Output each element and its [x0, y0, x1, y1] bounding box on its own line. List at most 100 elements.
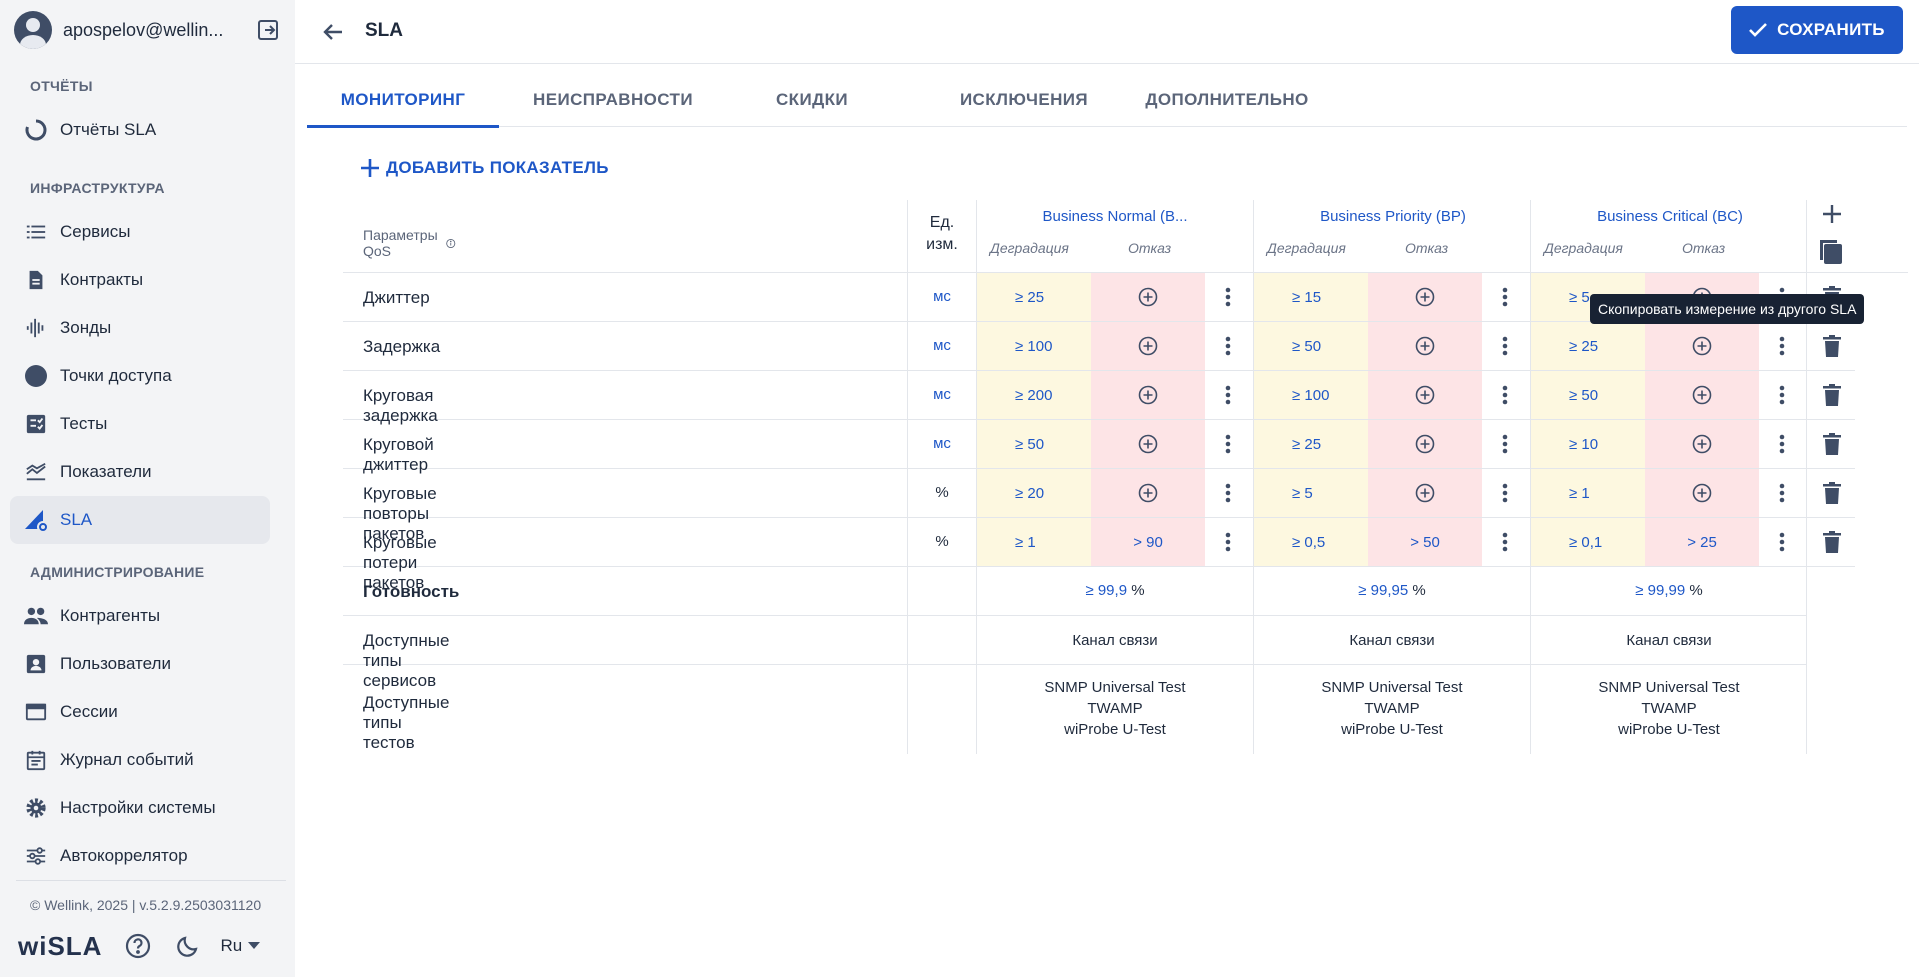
availability-value[interactable]: ≥ 99,99 % [1531, 582, 1807, 599]
degradation-cell[interactable]: ≥ 1 [1531, 469, 1645, 517]
sidebar-item-services[interactable]: Сервисы [10, 208, 270, 256]
failure-cell[interactable] [1645, 322, 1759, 370]
back-button[interactable] [315, 14, 351, 50]
failure-cell[interactable] [1091, 273, 1205, 321]
more-menu-button[interactable] [1216, 371, 1240, 419]
failure-cell[interactable] [1368, 420, 1482, 468]
failure-cell[interactable] [1368, 469, 1482, 517]
sidebar-item-event-log[interactable]: Журнал событий [10, 736, 270, 784]
failure-cell[interactable] [1368, 371, 1482, 419]
failure-cell[interactable] [1091, 371, 1205, 419]
sidebar-item-sla-reports[interactable]: Отчёты SLA [10, 106, 270, 154]
profile-header-bn[interactable]: Business Normal (B... [1042, 208, 1188, 225]
more-menu-button[interactable] [1770, 371, 1794, 419]
tab-faults[interactable]: НЕИСПРАВНОСТИ [513, 72, 713, 127]
nav-section-infrastructure: ИНФРАСТРУКТУРА [30, 180, 165, 196]
degradation-cell[interactable]: ≥ 15 [1254, 273, 1368, 321]
more-menu-button[interactable] [1770, 420, 1794, 468]
save-button[interactable]: СОХРАНИТЬ [1731, 6, 1903, 54]
failure-cell[interactable]: > 50 [1368, 518, 1482, 566]
delete-row-button[interactable] [1818, 322, 1846, 370]
failure-cell[interactable] [1368, 273, 1482, 321]
degradation-cell[interactable]: ≥ 0,1 [1531, 518, 1645, 566]
sidebar-item-autocorrelator[interactable]: Автокоррелятор [10, 832, 270, 880]
add-indicator-button[interactable]: ДОБАВИТЬ ПОКАЗАТЕЛЬ [360, 158, 609, 178]
tab-monitoring[interactable]: МОНИТОРИНГ [307, 72, 499, 128]
degradation-cell[interactable]: ≥ 100 [1254, 371, 1368, 419]
sidebar-item-tests[interactable]: Тесты [10, 400, 270, 448]
copy-measurement-button[interactable] [1818, 238, 1846, 266]
tab-additional[interactable]: ДОПОЛНИТЕЛЬНО [1117, 72, 1337, 127]
degradation-cell[interactable]: ≥ 25 [977, 273, 1091, 321]
failure-cell[interactable] [1645, 469, 1759, 517]
more-menu-button[interactable] [1770, 518, 1794, 566]
more-menu-button[interactable] [1770, 469, 1794, 517]
degradation-cell[interactable]: ≥ 50 [1531, 371, 1645, 419]
more-menu-button[interactable] [1493, 469, 1517, 517]
sidebar-item-probes[interactable]: Зонды [10, 304, 270, 352]
row-unit[interactable]: мс [933, 386, 951, 403]
degradation-cell[interactable]: ≥ 100 [977, 322, 1091, 370]
degradation-cell[interactable]: ≥ 200 [977, 371, 1091, 419]
document-icon [22, 266, 50, 294]
logout-button[interactable] [253, 15, 283, 45]
sidebar-item-system-settings[interactable]: Настройки системы [10, 784, 270, 832]
theme-toggle-button[interactable] [174, 932, 202, 960]
failure-cell[interactable]: > 25 [1645, 518, 1759, 566]
failure-cell[interactable]: > 90 [1091, 518, 1205, 566]
more-menu-button[interactable] [1493, 420, 1517, 468]
failure-cell[interactable] [1645, 371, 1759, 419]
degradation-cell[interactable]: ≥ 5 [1254, 469, 1368, 517]
trash-icon [1823, 482, 1841, 504]
more-menu-button[interactable] [1493, 273, 1517, 321]
availability-value[interactable]: ≥ 99,9 % [977, 582, 1253, 599]
more-menu-button[interactable] [1216, 518, 1240, 566]
degradation-cell[interactable]: ≥ 1 [977, 518, 1091, 566]
tab-discounts[interactable]: СКИДКИ [732, 72, 892, 127]
avatar[interactable] [14, 11, 52, 49]
more-menu-button[interactable] [1216, 273, 1240, 321]
degradation-cell[interactable]: ≥ 25 [1254, 420, 1368, 468]
failure-cell[interactable] [1368, 322, 1482, 370]
failure-cell[interactable] [1091, 322, 1205, 370]
more-menu-button[interactable] [1493, 322, 1517, 370]
degradation-cell[interactable]: ≥ 10 [1531, 420, 1645, 468]
failure-cell[interactable] [1645, 420, 1759, 468]
failure-cell[interactable] [1091, 469, 1205, 517]
info-icon[interactable] [446, 237, 456, 250]
failure-cell[interactable] [1091, 420, 1205, 468]
language-select[interactable]: Ru [220, 936, 261, 956]
sidebar-item-counterparties[interactable]: Контрагенты [10, 592, 270, 640]
sidebar-item-users[interactable]: Пользователи [10, 640, 270, 688]
availability-value[interactable]: ≥ 99,95 % [1254, 582, 1530, 599]
more-menu-button[interactable] [1493, 371, 1517, 419]
row-unit[interactable]: мс [933, 435, 951, 452]
add-profile-button[interactable] [1820, 202, 1844, 226]
sidebar-item-sla[interactable]: SLA [10, 496, 270, 544]
sidebar-item-indicators[interactable]: Показатели [10, 448, 270, 496]
profile-header-bc[interactable]: Business Critical (BC) [1597, 208, 1743, 225]
row-unit[interactable]: мс [933, 337, 951, 354]
tab-exceptions[interactable]: ИСКЛЮЧЕНИЯ [924, 72, 1124, 127]
sidebar-item-contracts[interactable]: Контракты [10, 256, 270, 304]
help-button[interactable] [124, 932, 152, 960]
delete-row-button[interactable] [1818, 420, 1846, 468]
more-menu-button[interactable] [1216, 420, 1240, 468]
profile-header-bp[interactable]: Business Priority (BP) [1320, 208, 1466, 225]
more-menu-button[interactable] [1493, 518, 1517, 566]
more-menu-button[interactable] [1216, 322, 1240, 370]
delete-row-button[interactable] [1818, 469, 1846, 517]
window-icon [22, 698, 50, 726]
more-menu-button[interactable] [1216, 469, 1240, 517]
degradation-cell[interactable]: ≥ 0,5 [1254, 518, 1368, 566]
degradation-cell[interactable]: ≥ 20 [977, 469, 1091, 517]
sidebar-item-access-points[interactable]: Точки доступа [10, 352, 270, 400]
delete-row-button[interactable] [1818, 371, 1846, 419]
degradation-cell[interactable]: ≥ 50 [1254, 322, 1368, 370]
degradation-cell[interactable]: ≥ 25 [1531, 322, 1645, 370]
row-unit[interactable]: мс [933, 288, 951, 305]
sidebar-item-sessions[interactable]: Сессии [10, 688, 270, 736]
degradation-cell[interactable]: ≥ 50 [977, 420, 1091, 468]
more-menu-button[interactable] [1770, 322, 1794, 370]
delete-row-button[interactable] [1818, 518, 1846, 566]
